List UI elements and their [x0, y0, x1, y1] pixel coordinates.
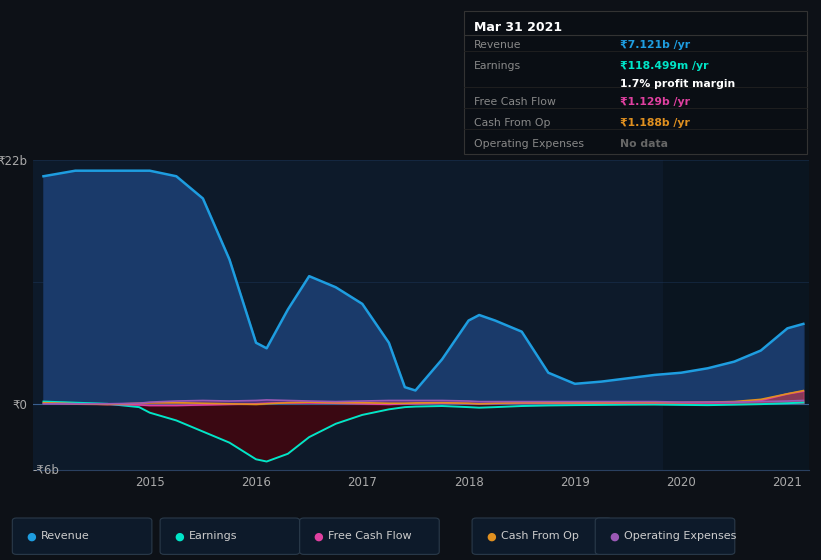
- Text: ₹1.129b /yr: ₹1.129b /yr: [620, 97, 690, 107]
- Text: ●: ●: [314, 531, 323, 541]
- Text: ●: ●: [609, 531, 619, 541]
- Text: ₹1.188b /yr: ₹1.188b /yr: [620, 118, 690, 128]
- Text: ●: ●: [486, 531, 496, 541]
- Text: ₹118.499m /yr: ₹118.499m /yr: [620, 62, 709, 71]
- Text: Cash From Op: Cash From Op: [474, 118, 550, 128]
- Text: Earnings: Earnings: [474, 62, 521, 71]
- Text: Earnings: Earnings: [189, 531, 237, 541]
- Text: Free Cash Flow: Free Cash Flow: [474, 97, 556, 107]
- Text: Revenue: Revenue: [474, 40, 521, 50]
- Text: 1.7% profit margin: 1.7% profit margin: [620, 80, 735, 89]
- Text: Mar 31 2021: Mar 31 2021: [474, 21, 562, 34]
- Text: ●: ●: [174, 531, 184, 541]
- Text: ₹7.121b /yr: ₹7.121b /yr: [620, 40, 690, 50]
- Text: Operating Expenses: Operating Expenses: [624, 531, 736, 541]
- Text: Operating Expenses: Operating Expenses: [474, 139, 584, 150]
- Text: Free Cash Flow: Free Cash Flow: [328, 531, 412, 541]
- Text: Cash From Op: Cash From Op: [501, 531, 579, 541]
- Text: Revenue: Revenue: [41, 531, 89, 541]
- Text: -₹6b: -₹6b: [33, 464, 60, 477]
- Bar: [663, 160, 809, 470]
- Text: ●: ●: [26, 531, 36, 541]
- Text: No data: No data: [620, 139, 667, 150]
